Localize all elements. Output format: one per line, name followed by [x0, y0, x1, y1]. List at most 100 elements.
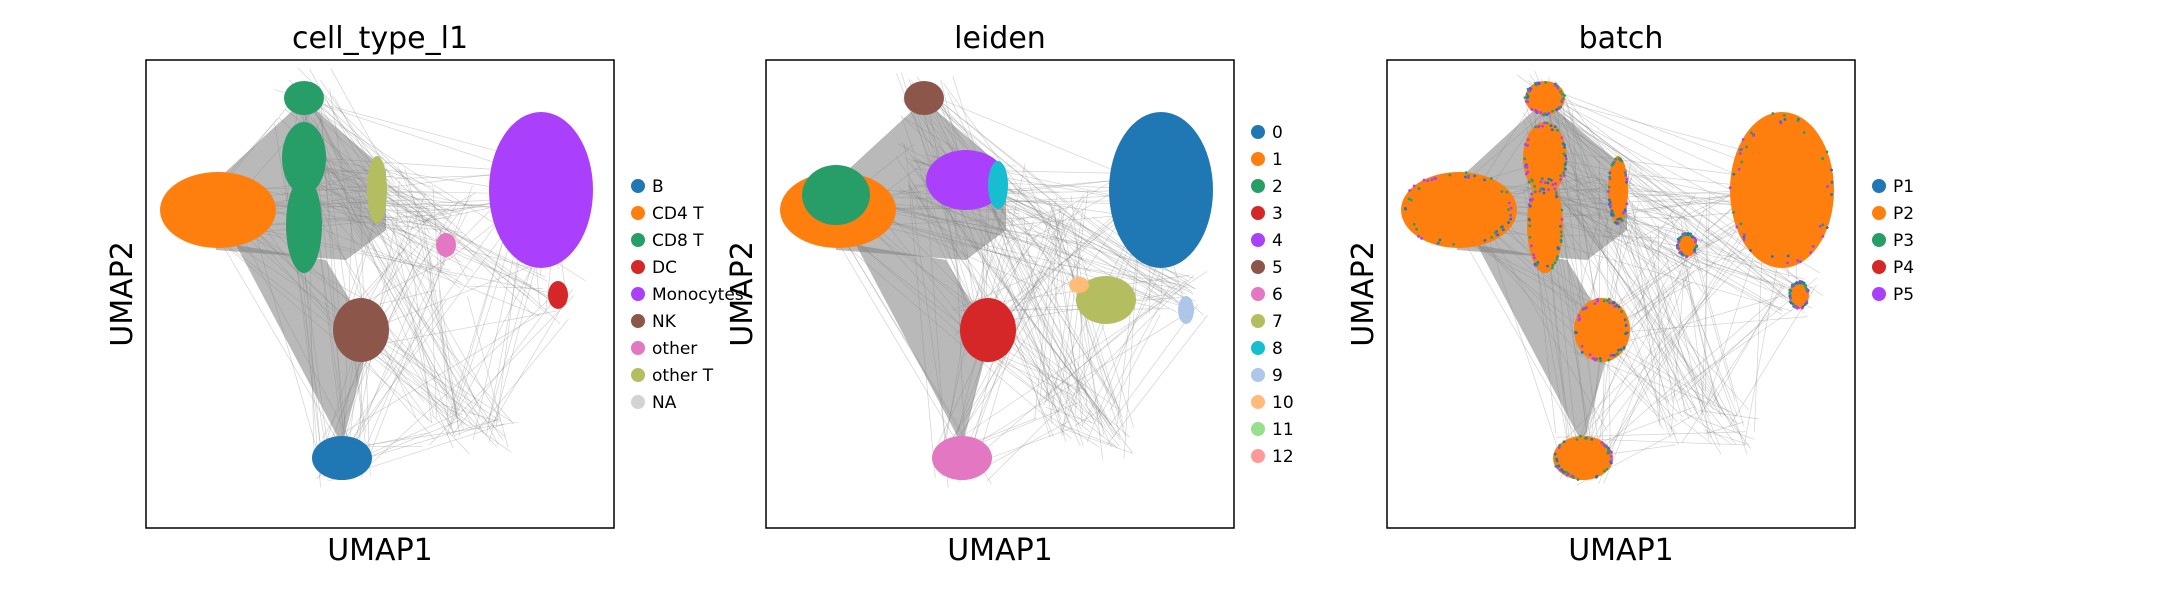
panel-title: cell_type_l1: [292, 21, 468, 56]
legend-label: P5: [1893, 285, 1914, 305]
legend-item: P2: [1872, 204, 1914, 224]
legend-label: other T: [652, 366, 714, 386]
legend-item: NK: [631, 312, 677, 332]
legend-marker: [1872, 206, 1886, 220]
legend-label: 8: [1272, 339, 1283, 359]
legend-marker: [1872, 287, 1886, 301]
legend-marker: [1872, 260, 1886, 274]
legend-label: other: [652, 339, 697, 359]
cluster-blob: [904, 81, 944, 115]
legend-label: CD8 T: [652, 231, 704, 251]
legend-item: 10: [1251, 393, 1294, 413]
cluster-blob: [1574, 298, 1630, 362]
cell-clusters: [160, 81, 593, 480]
legend-marker: [1251, 422, 1265, 436]
legend-item: 7: [1251, 312, 1283, 332]
cluster-blob: [286, 177, 322, 273]
legend-item: 6: [1251, 285, 1283, 305]
legend-label: NA: [652, 393, 677, 413]
legend-marker: [1251, 179, 1265, 193]
legend-marker: [1251, 233, 1265, 247]
cluster-blob: [367, 156, 387, 224]
legend-item: B: [631, 177, 664, 197]
legend-label: P1: [1893, 177, 1914, 197]
legend-item: other T: [631, 366, 714, 386]
cluster-blob: [1109, 112, 1213, 268]
legend-item: 8: [1251, 339, 1283, 359]
legend-marker: [1872, 179, 1886, 193]
legend-item: other: [631, 339, 697, 359]
legend-marker: [1251, 125, 1265, 139]
legend-item: 2: [1251, 177, 1283, 197]
legend-item: 12: [1251, 447, 1294, 467]
plot-area: [780, 72, 1213, 488]
legend-label: Monocytes: [652, 285, 744, 305]
cluster-blob: [1553, 436, 1613, 480]
y-axis-label: UMAP2: [105, 241, 140, 347]
cluster-blob: [1523, 122, 1567, 194]
cluster-blob: [333, 298, 389, 362]
legend-label: DC: [652, 258, 677, 278]
cluster-blob: [1401, 172, 1517, 248]
cluster-blob: [282, 122, 326, 194]
legend-marker: [1251, 206, 1265, 220]
legend-marker: [1251, 395, 1265, 409]
legend-label: CD4 T: [652, 204, 704, 224]
legend-marker: [1251, 368, 1265, 382]
plot-area: [1401, 70, 1834, 486]
axes-frame: [765, 59, 1235, 529]
cluster-blob: [1527, 177, 1563, 273]
cluster-blob: [489, 112, 593, 268]
x-axis-label: UMAP1: [1568, 533, 1674, 568]
legend-marker: [631, 395, 645, 409]
legend-marker: [631, 206, 645, 220]
cell-clusters: [1401, 81, 1834, 480]
legend-label: NK: [652, 312, 677, 332]
y-axis-label: UMAP2: [1346, 241, 1381, 347]
cluster-blob: [960, 298, 1016, 362]
legend-marker: [1251, 341, 1265, 355]
legend-item: 1: [1251, 150, 1283, 170]
legend-marker: [631, 287, 645, 301]
cluster-blob: [932, 436, 992, 480]
cluster-blob: [926, 150, 1006, 210]
cluster-blob: [1178, 296, 1194, 324]
x-axis-label: UMAP1: [327, 533, 433, 568]
legend-label: 5: [1272, 258, 1283, 278]
legend-item: 5: [1251, 258, 1283, 278]
legend-label: 1: [1272, 150, 1283, 170]
legend-label: 7: [1272, 312, 1283, 332]
legend-item: 9: [1251, 366, 1283, 386]
legend-item: 4: [1251, 231, 1283, 251]
cluster-blob: [1677, 233, 1697, 257]
cluster-blob: [312, 436, 372, 480]
x-axis-label: UMAP1: [947, 533, 1053, 568]
cluster-blob: [802, 165, 870, 225]
legend-item: NA: [631, 393, 677, 413]
legend-item: 0: [1251, 123, 1283, 143]
cluster-blob: [988, 161, 1008, 209]
legend-marker: [1251, 260, 1265, 274]
legend-label: 11: [1272, 420, 1294, 440]
legend: P1 P2 P3 P4 P5: [1872, 177, 1914, 305]
panel-cell-type-l1: cell_type_l1 UMAP1 UMAP2 B CD4 T CD8 T DC Mo…: [105, 21, 744, 568]
legend-label: P3: [1893, 231, 1914, 251]
plot-area: [160, 67, 593, 488]
legend-marker: [1251, 449, 1265, 463]
legend-marker: [631, 260, 645, 274]
cluster-blob: [1608, 156, 1628, 224]
batch-speckles: [1403, 81, 1834, 481]
legend-label: 6: [1272, 285, 1283, 305]
legend-item: P1: [1872, 177, 1914, 197]
legend-label: B: [652, 177, 664, 197]
legend-item: 3: [1251, 204, 1283, 224]
legend-marker: [631, 179, 645, 193]
cluster-blob: [436, 233, 456, 257]
legend-marker: [1251, 314, 1265, 328]
axes-frame: [1386, 59, 1856, 529]
legend-item: P5: [1872, 285, 1914, 305]
cell-clusters: [780, 81, 1213, 480]
